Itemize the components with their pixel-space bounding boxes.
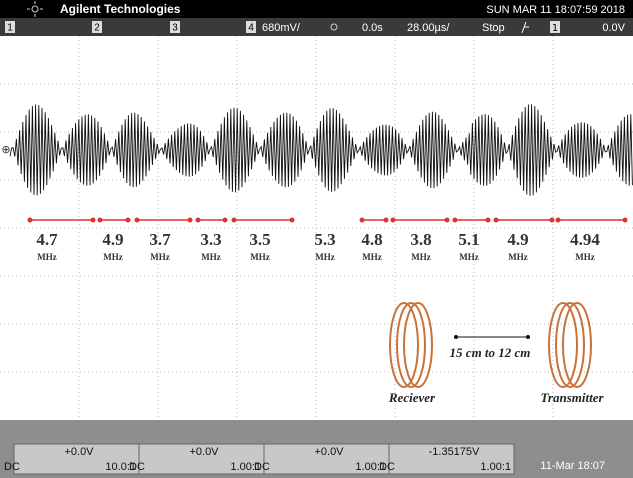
segment-dot	[391, 218, 396, 223]
channel-offset: +0.0V	[64, 446, 94, 458]
frequency-value: 5.1	[458, 230, 479, 249]
scale: 680mV/	[262, 22, 301, 34]
frequency-value: 4.94	[570, 230, 600, 249]
channel-offset: +0.0V	[189, 446, 219, 458]
frequency-unit: MHz	[103, 252, 123, 262]
delay: 0.0s	[362, 22, 383, 34]
receiver-label: Reciever	[388, 390, 436, 405]
frequency-value: 3.3	[200, 230, 221, 249]
segment-dot	[445, 218, 450, 223]
scope-screen: Agilent Technologies SUN MAR 11 18:07:59…	[0, 0, 633, 478]
channel-coupling: DC	[379, 461, 395, 473]
frequency-unit: MHz	[508, 252, 528, 262]
segment-dot	[91, 218, 96, 223]
channel-number: 1	[7, 23, 13, 34]
channel-probe: 1.00:1	[480, 461, 511, 473]
frequency-unit: MHz	[459, 252, 479, 262]
channel-number: 2	[94, 23, 100, 34]
ground-marker: ⊕	[1, 143, 10, 156]
trigger-level: 0.0V	[602, 22, 625, 34]
segment-dot	[556, 218, 561, 223]
brand: Agilent Technologies	[60, 2, 181, 16]
frequency-unit: MHz	[37, 252, 57, 262]
segment-dot	[28, 218, 33, 223]
frequency-unit: MHz	[315, 252, 335, 262]
frequency-unit: MHz	[201, 252, 221, 262]
frequency-value: 3.5	[249, 230, 270, 249]
datetime: SUN MAR 11 18:07:59 2018	[486, 4, 625, 16]
segment-dot	[188, 218, 193, 223]
footer-date: 11-Mar 18:07	[540, 460, 605, 472]
segment-dot	[623, 218, 628, 223]
segment-dot	[196, 218, 201, 223]
distance-label: 15 cm to 12 cm	[450, 345, 531, 360]
segment-dot	[453, 218, 458, 223]
segment-dot	[494, 218, 499, 223]
frequency-value: 4.9	[102, 230, 123, 249]
channel-coupling: DC	[254, 461, 270, 473]
frequency-value: 4.8	[361, 230, 382, 249]
frequency-value: 5.3	[314, 230, 335, 249]
frequency-unit: MHz	[411, 252, 431, 262]
transmitter-label: Transmitter	[540, 390, 604, 405]
segment-dot	[135, 218, 140, 223]
frequency-unit: MHz	[575, 252, 595, 262]
segment-dot	[486, 218, 491, 223]
channel-number: 4	[248, 23, 254, 34]
segment-dot	[384, 218, 389, 223]
status: Stop	[482, 22, 505, 34]
segment-dot	[98, 218, 103, 223]
distance-end	[454, 335, 458, 339]
segment-dot	[232, 218, 237, 223]
frequency-value: 4.9	[507, 230, 528, 249]
frequency-value: 3.8	[410, 230, 431, 249]
segment-dot	[223, 218, 228, 223]
channel-coupling: DC	[4, 461, 20, 473]
frequency-unit: MHz	[362, 252, 382, 262]
frequency-unit: MHz	[150, 252, 170, 262]
trigger-source: 1	[552, 23, 558, 34]
segment-dot	[290, 218, 295, 223]
frequency-value: 4.7	[36, 230, 58, 249]
page: Agilent Technologies SUN MAR 11 18:07:59…	[0, 0, 633, 478]
segment-dot	[360, 218, 365, 223]
segment-dot	[550, 218, 555, 223]
distance-end	[526, 335, 530, 339]
channel-offset: -1.35175V	[429, 446, 480, 458]
channel-offset: +0.0V	[314, 446, 344, 458]
segment-dot	[126, 218, 131, 223]
frequency-value: 3.7	[149, 230, 171, 249]
frequency-unit: MHz	[250, 252, 270, 262]
channel-coupling: DC	[129, 461, 145, 473]
channel-number: 3	[172, 23, 178, 34]
timebase: 28.00µs/	[407, 22, 450, 34]
